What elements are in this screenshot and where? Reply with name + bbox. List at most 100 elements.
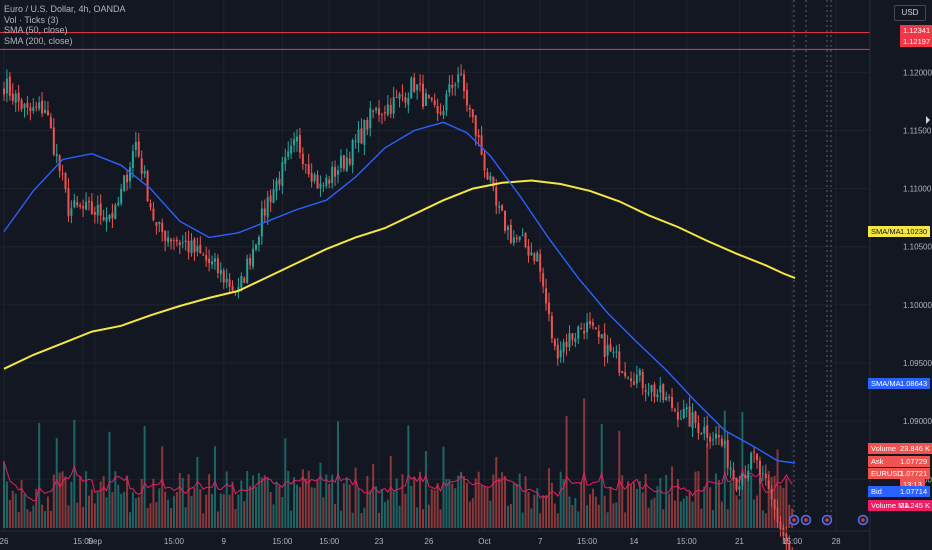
time-tick-label: 15:00 [677, 537, 698, 546]
volume-bar [375, 486, 378, 528]
candle-body [404, 97, 407, 103]
volume-bar [298, 487, 301, 528]
candle-body [647, 392, 650, 394]
volume-bar [234, 509, 237, 528]
candle-body [726, 440, 729, 468]
candle-body [304, 164, 307, 166]
volume-bar [58, 472, 61, 528]
volume-bar [591, 488, 594, 528]
volume-bar [782, 487, 785, 528]
legend-volume[interactable]: Vol · Ticks (3) [4, 14, 59, 25]
candle-body [483, 153, 486, 171]
candle-body [542, 273, 545, 287]
volume-bar [495, 456, 498, 528]
candle-body [430, 98, 433, 100]
price-tag[interactable]: Bid 1.07714 [868, 486, 931, 497]
volume-bar [3, 461, 5, 528]
volume-bar [70, 481, 73, 528]
candle-body [328, 179, 331, 184]
volume-bar [339, 510, 342, 528]
price-tag-value: 23.846 K [900, 444, 931, 453]
volume-bar [442, 446, 445, 528]
price-tag[interactable]: SMA/MA1.10230 [868, 226, 931, 237]
candle-body [254, 244, 257, 250]
candle-body [712, 439, 715, 441]
legend-symbol[interactable]: Euro / U.S. Dollar, 4h, OANDA [4, 4, 126, 14]
volume-bar [451, 483, 454, 528]
candle-body [665, 397, 668, 400]
candle-body [120, 188, 123, 204]
price-tag[interactable]: 1.12197 [900, 36, 932, 47]
volume-bar [219, 493, 222, 528]
candle-body [111, 212, 114, 219]
candle-body [172, 240, 175, 242]
price-tag[interactable]: Ask 1.07729 [868, 456, 931, 467]
economic-event-dot [825, 518, 829, 522]
candle-body [662, 383, 665, 401]
volume-bar [161, 446, 164, 528]
volume-bar [79, 476, 82, 528]
candle-body [547, 302, 550, 315]
candle-body [779, 521, 782, 530]
candle-body [421, 83, 424, 107]
event-markers[interactable] [788, 514, 869, 526]
candle-body [375, 107, 378, 111]
volume-bar [23, 493, 26, 528]
candle-body [550, 315, 553, 339]
price-tag[interactable]: EURUSD1.07721 [868, 468, 931, 479]
volume-bar [539, 513, 542, 528]
candle-body [123, 175, 126, 191]
candle-body [319, 183, 322, 189]
candle-body [369, 108, 372, 129]
volume-bar [386, 499, 389, 528]
price-tag-label: Volume [871, 444, 897, 453]
price-tag[interactable]: 1.12341 [900, 25, 932, 36]
volume-bar [293, 477, 296, 528]
candle-body [691, 412, 694, 429]
volume-bar [767, 471, 770, 528]
volume-bar [612, 503, 615, 528]
candle-body [521, 235, 524, 237]
price-tag[interactable]: Volume MA21.245 K [868, 500, 932, 511]
price-tag[interactable]: SMA/MA1.08643 [868, 378, 931, 389]
volume-bar [93, 503, 96, 528]
volume-bar [275, 481, 278, 528]
volume-bar [272, 504, 275, 528]
candle-body [410, 78, 413, 99]
price-tag-value: 1.07729 [900, 457, 928, 466]
volume-bar [615, 502, 618, 528]
volume-bar [744, 476, 747, 528]
candle-body [175, 239, 178, 242]
volume-bar [158, 488, 161, 528]
candle-body [152, 208, 155, 221]
volume-bar [439, 509, 442, 528]
legend-sma50[interactable]: SMA (50, close) [4, 25, 68, 35]
time-tick-label: 15:00 [577, 537, 598, 546]
candle-body [504, 210, 507, 231]
price-tag-value: 21.245 K [900, 501, 931, 510]
volume-bar [545, 495, 548, 528]
volume-bar [237, 494, 240, 528]
candle-body [457, 74, 460, 83]
volume-bar [764, 513, 767, 528]
price-tag[interactable]: Volume 23.846 K [868, 443, 932, 454]
price-tag-label: EURUSD [871, 469, 903, 478]
candlesticks [3, 64, 793, 550]
price-tick-label: 1.11500 [903, 126, 932, 135]
volume-bar [193, 487, 196, 528]
volume-bar [723, 410, 726, 528]
candle-body [90, 201, 93, 214]
volume-bar [653, 497, 656, 528]
price-tick-label: 1.10000 [903, 301, 932, 310]
candle-body [181, 242, 184, 244]
volume-bar [164, 491, 167, 528]
candle-body [140, 158, 143, 174]
candle-body [776, 507, 779, 523]
volume-bar [460, 471, 463, 528]
candle-body [486, 172, 489, 180]
legend-sma200[interactable]: SMA (200, close) [4, 35, 73, 46]
volume-bar [328, 483, 331, 528]
currency-button[interactable]: USD [894, 5, 926, 21]
